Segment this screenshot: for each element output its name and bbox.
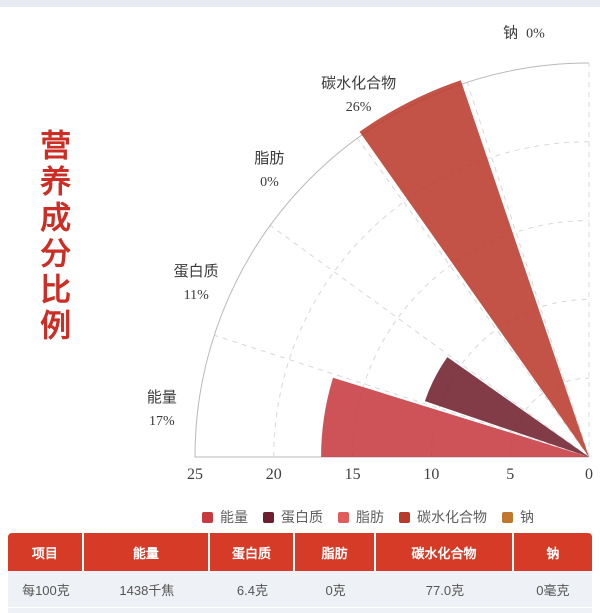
category-percent: 0% [526,26,545,42]
table-cell: 0毫克 [513,571,592,607]
legend-label: 碳水化合物 [417,509,487,525]
legend-label: 脂肪 [356,509,384,525]
axis-tick: 20 [265,466,282,483]
legend-swatch-icon [338,511,349,523]
category-percent: 26% [345,99,372,115]
axis-tick: 5 [506,466,515,483]
wedge-蛋白质[interactable] [424,357,589,457]
table-header-cell: 项目 [8,533,84,571]
table-header-cell: 碳水化合物 [376,533,514,571]
category-name: 能量 [146,389,177,406]
legend-swatch-icon [399,511,410,523]
legend-item[interactable]: 脂肪 [338,507,384,527]
chart-legend: 能量 蛋白质 脂肪 碳水化合物 钠 [202,507,534,527]
nutrition-rose-chart: 能量 17% 蛋白质 11% 脂肪 0% 碳水化合物 26% 钠 0% 25 20 15 10 5 0 能量… [147,21,593,527]
table-header-cell: 钠 [513,533,592,571]
category-label: 蛋白质 11% [174,260,219,304]
legend-item[interactable]: 碳水化合物 [399,507,487,527]
category-label: 钠 0% [503,21,545,42]
category-label: 能量 17% [147,386,177,430]
category-percent: 11% [183,288,209,304]
category-name: 脂肪 [254,151,285,168]
category-name: 蛋白质 [173,264,219,281]
category-name: 碳水化合物 [321,75,397,92]
wedge-能量[interactable] [321,377,589,457]
table-cell: 每100克 [8,571,84,607]
legend-item[interactable]: 能量 [202,507,248,527]
category-label: 碳水化合物 26% [321,72,396,116]
axis-tick: 0 [585,466,593,483]
axis-tick: 10 [423,466,440,483]
axis-tick: 25 [187,466,203,483]
category-percent: 0% [260,175,279,191]
table-row: 每100克 1438千焦 6.4克 0克 77.0克 0毫克 [8,571,592,607]
table-cell: 0克 [295,571,377,607]
table-header-cell: 蛋白质 [209,533,296,571]
table-header-cell: 脂肪 [295,533,377,571]
chart-canvas [194,62,590,458]
legend-swatch-icon [502,511,513,523]
axis-tick: 15 [344,466,361,483]
legend-label: 蛋白质 [281,509,323,525]
legend-item[interactable]: 钠 [502,507,534,527]
table-cell: 77.0克 [376,571,514,607]
table-cell: 6.4克 [209,571,296,607]
legend-item[interactable]: 蛋白质 [263,507,323,527]
legend-label: 能量 [220,509,248,525]
top-strip [0,0,600,7]
nutrition-table: 项目 能量 蛋白质 脂肪 碳水化合物钠 每100克 1438千焦 6.4克 0克 77.0克 0毫… [8,533,592,607]
wedge-碳水化合物[interactable] [359,80,589,457]
legend-swatch-icon [263,511,274,523]
category-name: 钠 [503,25,519,42]
table-cell: 1438千焦 [83,571,210,607]
bottom-strip [8,608,592,613]
category-label: 脂肪 0% [254,147,284,191]
table-header-cell: 能量 [83,533,210,571]
table-header-row: 项目 能量 蛋白质 脂肪 碳水化合物钠 [8,533,592,571]
page-title: 营养成分比例 [35,129,71,345]
legend-swatch-icon [202,511,213,523]
category-percent: 17% [149,413,175,429]
legend-label: 钠 [520,509,534,525]
